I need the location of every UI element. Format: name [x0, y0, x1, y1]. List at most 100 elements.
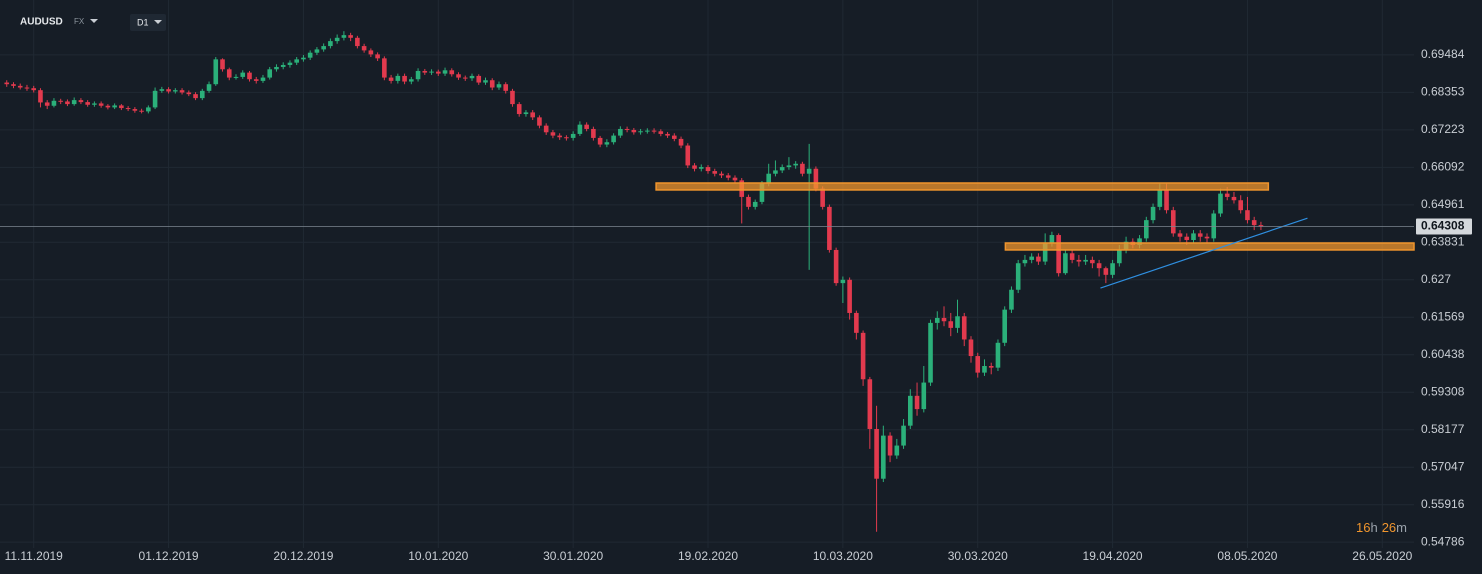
- candle-body: [31, 88, 37, 91]
- candle-body: [314, 49, 320, 53]
- x-tick-label: 20.12.2019: [273, 549, 333, 563]
- candle-body: [1069, 253, 1075, 260]
- candle-body: [658, 131, 664, 134]
- timeframe[interactable]: D1: [137, 17, 149, 27]
- candle-body: [1170, 210, 1176, 234]
- candle-body: [597, 137, 603, 145]
- candle-body: [813, 168, 819, 189]
- candle-body: [226, 69, 232, 78]
- candle-body: [955, 316, 960, 328]
- candle-body: [847, 279, 852, 313]
- candle-body: [908, 395, 913, 426]
- candle-body: [1009, 289, 1014, 310]
- candle-body: [1083, 259, 1088, 262]
- candle-body: [712, 171, 718, 174]
- grid: 0.69484 0.68353 0.67223 0.66092 0.64961 0.638…: [0, 0, 1465, 563]
- candle-body: [112, 105, 117, 108]
- candle-body: [395, 75, 401, 81]
- candle-body: [732, 177, 738, 181]
- candle-body: [368, 50, 374, 55]
- candle-body: [752, 201, 758, 207]
- candle-body: [651, 130, 657, 132]
- candle-body: [159, 89, 165, 91]
- candle-body: [1231, 196, 1237, 201]
- candle-body: [1002, 309, 1008, 343]
- candle-body: [1197, 233, 1203, 237]
- candle-body: [92, 103, 97, 105]
- candle-body: [618, 128, 623, 136]
- y-tick-label: 0.64961: [1421, 197, 1465, 211]
- candle-body: [179, 90, 185, 93]
- candle-body: [1049, 235, 1055, 244]
- candle-body: [887, 435, 893, 456]
- candle-body: [719, 173, 724, 176]
- candle-body: [948, 321, 954, 328]
- candle-body: [671, 135, 677, 139]
- candle-body: [611, 135, 616, 143]
- candle-body: [348, 35, 353, 38]
- candle-body: [1144, 220, 1149, 239]
- candle-body: [483, 80, 488, 83]
- x-tick-label: 19.04.2020: [1083, 549, 1143, 563]
- candle-body: [604, 142, 610, 145]
- timeframe-dropdown[interactable]: [154, 20, 162, 24]
- candle-body: [4, 82, 10, 85]
- candle-body: [759, 183, 765, 202]
- candle-body: [746, 196, 751, 207]
- candle-body: [1150, 206, 1156, 221]
- countdown-h: h: [1370, 520, 1377, 535]
- symbol[interactable]: AUDUSD: [20, 17, 63, 28]
- candle-body: [287, 62, 293, 65]
- candle-body: [698, 167, 704, 169]
- y-tick-label: 0.627: [1421, 272, 1451, 286]
- candle-body: [1042, 243, 1048, 262]
- candle-body: [503, 84, 509, 91]
- zone: [655, 182, 1270, 191]
- candle-body: [429, 71, 434, 73]
- x-tick-label: 01.12.2019: [139, 549, 199, 563]
- candle-body: [631, 129, 637, 133]
- candle-body: [496, 84, 502, 88]
- candle-body: [968, 339, 974, 357]
- market: FX: [74, 17, 85, 26]
- candle-body: [1251, 220, 1257, 226]
- candle-body: [523, 112, 529, 115]
- candle-body: [591, 128, 596, 138]
- y-tick-label: 0.58177: [1421, 422, 1465, 436]
- candle-body: [294, 59, 299, 63]
- candle-body: [280, 64, 286, 67]
- candle-body: [995, 342, 1001, 368]
- candle-body: [456, 74, 461, 78]
- candle-body: [901, 425, 906, 446]
- y-tick-label: 0.61569: [1421, 309, 1465, 323]
- candle-body: [1245, 210, 1250, 221]
- candle-body: [638, 131, 643, 133]
- candle-body: [1056, 235, 1061, 274]
- candle-body: [975, 356, 981, 373]
- candle-body: [105, 105, 111, 108]
- candle-body: [382, 58, 387, 78]
- candle-body: [442, 70, 448, 74]
- candle-body: [1157, 190, 1163, 207]
- candle-body: [98, 103, 104, 106]
- timeframe-box[interactable]: [130, 14, 166, 31]
- candle-body: [24, 87, 30, 89]
- x-tick-label: 10.03.2020: [813, 549, 873, 563]
- symbol-dropdown[interactable]: [90, 19, 98, 23]
- trendline: [1100, 217, 1308, 289]
- candle-body: [867, 379, 873, 429]
- candle-body: [557, 135, 562, 138]
- candle-body: [1110, 263, 1115, 275]
- zone: [1004, 242, 1415, 251]
- candle-body: [537, 117, 542, 126]
- candle-body: [685, 145, 691, 166]
- y-tick-label: 0.55916: [1421, 497, 1465, 511]
- candle-body: [1063, 253, 1068, 274]
- candle-body: [341, 35, 347, 38]
- x-tick-label: 26.05.2020: [1352, 549, 1412, 563]
- candle-body: [1029, 256, 1034, 260]
- candle-body: [132, 109, 138, 111]
- candle-body: [1258, 225, 1264, 227]
- countdown-m: m: [1396, 520, 1407, 535]
